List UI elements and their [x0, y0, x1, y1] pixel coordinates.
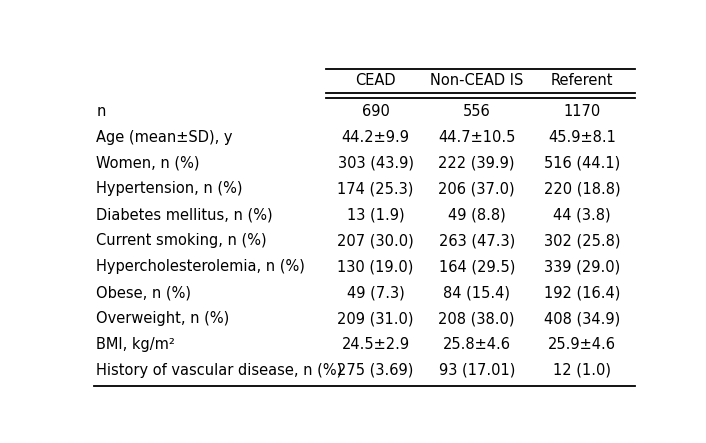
Text: 220 (18.8): 220 (18.8) [544, 182, 621, 196]
Text: Non-CEAD IS: Non-CEAD IS [430, 73, 523, 88]
Text: 25.8±4.6: 25.8±4.6 [443, 337, 510, 352]
Text: n: n [97, 104, 106, 119]
Text: 303 (43.9): 303 (43.9) [337, 155, 414, 171]
Text: 130 (19.0): 130 (19.0) [337, 259, 414, 274]
Text: Obese, n (%): Obese, n (%) [97, 285, 191, 300]
Text: 49 (8.8): 49 (8.8) [448, 207, 505, 222]
Text: 275 (3.69): 275 (3.69) [337, 363, 414, 378]
Text: Overweight, n (%): Overweight, n (%) [97, 311, 229, 326]
Text: 408 (34.9): 408 (34.9) [544, 311, 620, 326]
Text: Hypertension, n (%): Hypertension, n (%) [97, 182, 243, 196]
Text: 1170: 1170 [563, 104, 601, 119]
Text: Referent: Referent [551, 73, 614, 88]
Text: 45.9±8.1: 45.9±8.1 [548, 129, 616, 144]
Text: 44 (3.8): 44 (3.8) [554, 207, 611, 222]
Text: Current smoking, n (%): Current smoking, n (%) [97, 233, 267, 248]
Text: 44.7±10.5: 44.7±10.5 [438, 129, 515, 144]
Text: 207 (30.0): 207 (30.0) [337, 233, 414, 248]
Text: 222 (39.9): 222 (39.9) [438, 155, 515, 171]
Text: History of vascular disease, n (%): History of vascular disease, n (%) [97, 363, 342, 378]
Text: 164 (29.5): 164 (29.5) [438, 259, 515, 274]
Text: 206 (37.0): 206 (37.0) [438, 182, 515, 196]
Text: Diabetes mellitus, n (%): Diabetes mellitus, n (%) [97, 207, 273, 222]
Text: 24.5±2.9: 24.5±2.9 [342, 337, 409, 352]
Text: 209 (31.0): 209 (31.0) [337, 311, 414, 326]
Text: 25.9±4.6: 25.9±4.6 [548, 337, 616, 352]
Text: 263 (47.3): 263 (47.3) [438, 233, 515, 248]
Text: 192 (16.4): 192 (16.4) [544, 285, 621, 300]
Text: 556: 556 [463, 104, 491, 119]
Text: 516 (44.1): 516 (44.1) [544, 155, 620, 171]
Text: 302 (25.8): 302 (25.8) [544, 233, 621, 248]
Text: 339 (29.0): 339 (29.0) [544, 259, 620, 274]
Text: 12 (1.0): 12 (1.0) [553, 363, 611, 378]
Text: Age (mean±SD), y: Age (mean±SD), y [97, 129, 233, 144]
Text: 49 (7.3): 49 (7.3) [347, 285, 405, 300]
Text: Hypercholesterolemia, n (%): Hypercholesterolemia, n (%) [97, 259, 305, 274]
Text: 208 (38.0): 208 (38.0) [438, 311, 515, 326]
Text: 93 (17.01): 93 (17.01) [438, 363, 515, 378]
Text: 44.2±9.9: 44.2±9.9 [342, 129, 409, 144]
Text: 84 (15.4): 84 (15.4) [443, 285, 510, 300]
Text: 174 (25.3): 174 (25.3) [337, 182, 414, 196]
Text: 690: 690 [361, 104, 390, 119]
Text: BMI, kg/m²: BMI, kg/m² [97, 337, 175, 352]
Text: 13 (1.9): 13 (1.9) [347, 207, 405, 222]
Text: Women, n (%): Women, n (%) [97, 155, 200, 171]
Text: CEAD: CEAD [355, 73, 396, 88]
